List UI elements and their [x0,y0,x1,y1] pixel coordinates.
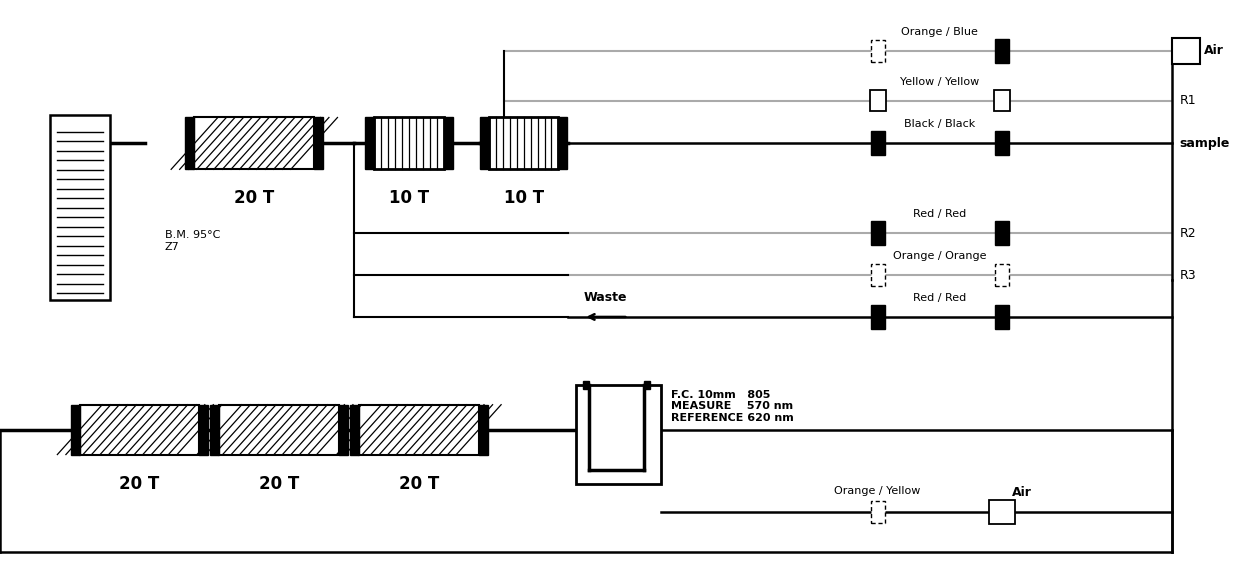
Text: R1: R1 [1179,94,1197,107]
Bar [996,305,1009,329]
Text: Waste: Waste [583,291,627,304]
Bar [996,39,1009,63]
Bar [870,132,884,156]
Bar [71,405,79,455]
Text: 20 T: 20 T [234,190,274,207]
Bar [870,305,884,329]
Bar [994,90,1011,112]
Bar [374,118,444,169]
Bar [870,221,884,245]
Text: Black / Black: Black / Black [904,119,976,129]
Text: Red / Red: Red / Red [914,293,966,303]
Bar [870,264,884,286]
Text: Orange / Blue: Orange / Blue [901,27,978,37]
Bar [583,381,589,389]
Bar [479,405,487,455]
Bar [219,405,339,455]
Bar [350,405,360,455]
Bar [480,118,489,169]
Bar [200,405,208,455]
Text: 20 T: 20 T [119,474,160,493]
Text: B.M. 95°C
Z7: B.M. 95°C Z7 [165,230,219,252]
Bar [365,118,374,169]
Text: Yellow / Yellow: Yellow / Yellow [900,77,980,87]
Text: Orange / Orange: Orange / Orange [893,251,987,261]
Text: sample: sample [1179,137,1230,150]
Text: R2: R2 [1179,226,1197,240]
Bar [575,385,661,484]
Bar [996,221,1009,245]
Text: 10 T: 10 T [503,190,543,207]
Bar [996,264,1009,286]
Bar [314,118,324,169]
Bar [79,405,200,455]
Bar [869,90,885,112]
Bar [444,118,453,169]
Bar [186,118,195,169]
Bar [195,118,314,169]
Text: 20 T: 20 T [399,474,439,493]
Bar [870,40,884,61]
Bar [870,501,884,524]
Bar [50,115,109,300]
Text: F.C. 10mm   805
MEASURE    570 nm
REFERENCE 620 nm: F.C. 10mm 805 MEASURE 570 nm REFERENCE 6… [671,390,794,423]
Bar [339,405,348,455]
Text: Air: Air [1012,487,1032,500]
Bar [644,381,650,389]
Bar [360,405,479,455]
Text: 20 T: 20 T [259,474,299,493]
Text: Air: Air [1204,44,1224,57]
Text: Orange / Yellow: Orange / Yellow [835,487,921,497]
Text: 10 T: 10 T [389,190,429,207]
Bar [996,132,1009,156]
Text: Red / Red: Red / Red [914,209,966,219]
Bar [489,118,558,169]
Bar [990,500,1016,524]
Bar [211,405,219,455]
Text: R3: R3 [1179,269,1197,281]
Bar [558,118,568,169]
Bar [1172,37,1200,64]
